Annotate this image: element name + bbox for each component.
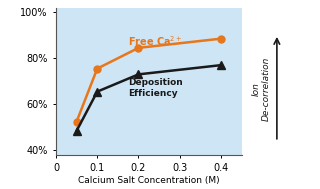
Text: Ion
De-correlation: Ion De-correlation [252, 57, 271, 121]
X-axis label: Calcium Salt Concentration (M): Calcium Salt Concentration (M) [78, 176, 220, 185]
Text: Free Ca$^{2+}$: Free Ca$^{2+}$ [128, 34, 183, 48]
Text: Deposition
Efficiency: Deposition Efficiency [128, 78, 183, 98]
